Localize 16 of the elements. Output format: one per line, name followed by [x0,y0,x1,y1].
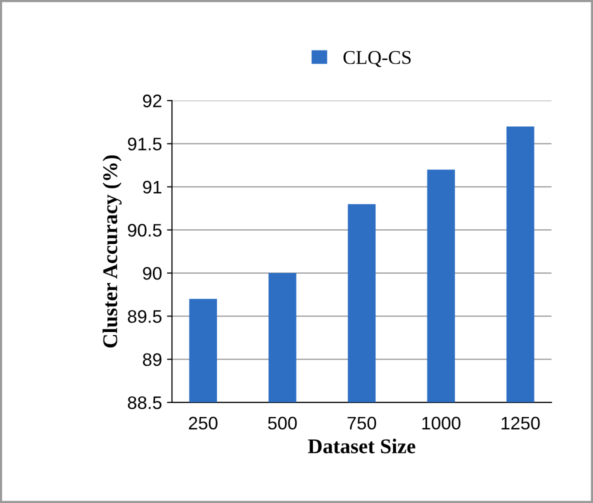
x-tick-label: 1250 [502,416,540,430]
legend-label: CLQ-CS [344,50,411,68]
y-tick-label: 90 [143,266,162,280]
y-tick-label: 91.5 [128,138,162,150]
y-tick-label: 90.5 [128,224,162,237]
x-tick-label: 500 [268,416,297,430]
x-tick-label: 1000 [422,416,460,430]
x-tick-label: 750 [348,416,376,430]
x-tick-label: 250 [188,416,218,430]
y-axis-title: Cluster Accuracy (%) [102,155,122,348]
y-tick-label: 91 [143,180,162,194]
y-tick-label: 88.5 [128,396,162,410]
y-tick-label: 92 [143,94,162,108]
x-axis-title: Dataset Size [308,438,416,454]
y-tick-label: 89.5 [128,310,162,323]
y-tick-label: 89 [142,353,162,366]
